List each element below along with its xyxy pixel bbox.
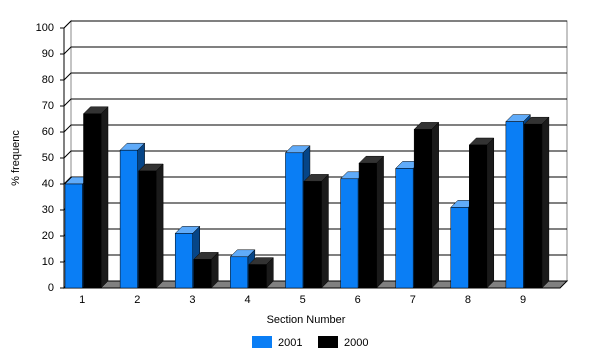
bar-front [285,152,304,289]
bar [82,106,109,289]
y-tick-label: 40 [42,178,54,190]
bar-front [358,162,377,289]
bar-side [431,121,439,289]
x-tick-label: 2 [134,294,140,306]
bar-front [303,181,322,289]
grid-line [63,20,567,29]
bar-front [450,207,469,289]
x-tick-label: 5 [300,294,306,306]
bar-front [64,183,83,289]
bar-front [174,233,193,289]
bar-front [340,178,359,289]
legend-label: 2001 [278,337,302,349]
legend-swatch [252,336,272,348]
y-tick-label: 100 [36,22,54,34]
y-tick-label: 60 [42,126,54,138]
x-tick-label: 7 [410,294,416,306]
y-tick-label: 20 [42,230,54,242]
y-tick-label: 50 [42,152,54,164]
y-tick-label: 90 [42,48,54,60]
x-tick-label: 4 [244,294,250,306]
bar-front [119,149,138,289]
bar-front [230,256,249,289]
bar-front [395,168,414,289]
bar [523,116,550,289]
bar-side [100,106,109,289]
bar [193,251,219,289]
bar-side [155,163,164,289]
bar-front [193,259,212,289]
legend-label: 2000 [344,337,368,349]
bar-front [469,144,488,289]
bar-side [321,173,329,289]
bar [468,137,495,289]
x-tick-label: 9 [520,294,526,306]
y-tick-label: 80 [42,74,54,86]
y-axis-label: % frequenc [10,130,22,186]
bar [303,173,330,289]
y-tick-label: 70 [42,100,54,112]
x-tick-label: 1 [79,294,85,306]
bar-front [138,170,157,289]
bar-side [376,155,384,289]
bar [248,256,274,289]
bar [413,121,440,289]
grid-line [63,150,567,159]
bar-side [486,137,495,289]
bar [358,155,385,289]
bar-front [413,129,432,289]
y-tick-label: 10 [42,256,54,268]
bar-front [505,121,524,289]
y-tick-label: 30 [42,204,54,216]
y-tick-label: 0 [48,282,54,294]
legend-swatch [318,336,338,348]
bar [138,163,164,289]
bar-front [83,113,102,289]
bar-side [541,116,550,289]
bar-front [248,264,267,289]
bar-front [524,123,543,289]
x-tick-label: 6 [355,294,361,306]
x-axis-label: Section Number [267,314,346,326]
grid-line [63,98,567,107]
grid-line [63,46,567,55]
grid-line [63,72,567,81]
grid-line [63,124,567,133]
x-tick-label: 8 [465,294,471,306]
x-tick-label: 3 [189,294,195,306]
